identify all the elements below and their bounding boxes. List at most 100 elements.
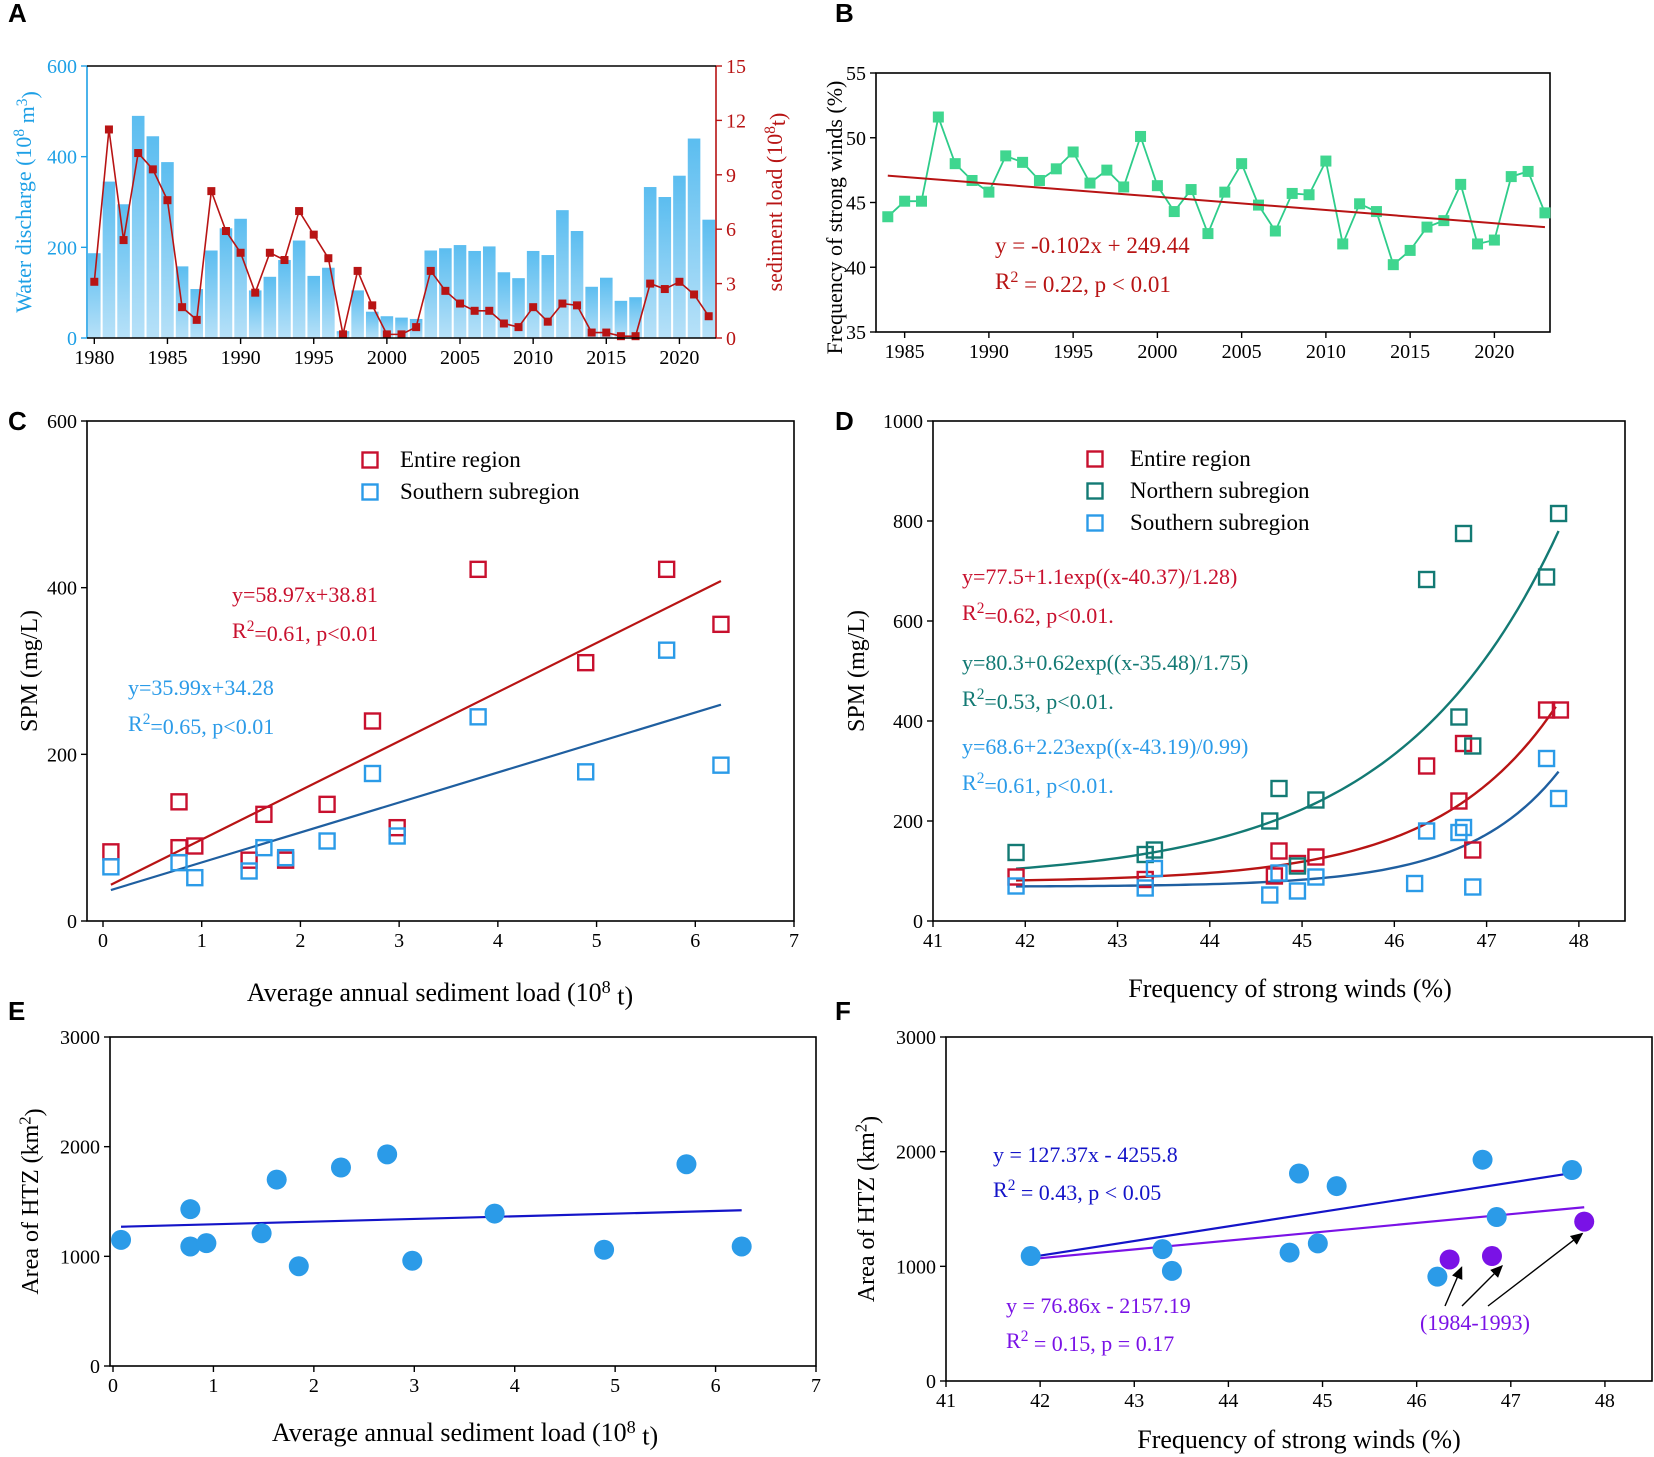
legend-marker bbox=[1086, 514, 1104, 532]
sediment-point bbox=[412, 323, 421, 332]
sediment-point bbox=[704, 312, 713, 321]
legend-marker bbox=[361, 451, 379, 469]
legend-label: Southern subregion bbox=[1130, 510, 1310, 535]
trend-r2-part: = 0.22, p < 0.01 bbox=[1018, 272, 1170, 297]
point-southern bbox=[1288, 882, 1307, 900]
wind-frequency-point bbox=[1472, 238, 1484, 250]
discharge-bar bbox=[453, 245, 467, 338]
equation-southern: y=35.99x+34.28 bbox=[128, 675, 274, 700]
y-axis-title-part: 2 bbox=[851, 1124, 870, 1132]
r2-entire-part: =0.62, p<0.01. bbox=[984, 603, 1113, 628]
y-axis-title-part: 2 bbox=[15, 1116, 34, 1124]
wind-frequency-point bbox=[1354, 198, 1366, 210]
point-southern bbox=[170, 853, 188, 872]
y-tick-label: 0 bbox=[913, 911, 923, 933]
sediment-point bbox=[543, 317, 552, 326]
x-axis-title: Frequency of strong winds (%) bbox=[1137, 1425, 1461, 1454]
htz-point bbox=[1326, 1176, 1347, 1197]
x-tick-label: 0 bbox=[98, 930, 108, 952]
point-southern bbox=[255, 838, 273, 857]
x-tick-label: 44 bbox=[1200, 930, 1220, 952]
r2-purple-part: 2 bbox=[1021, 1328, 1029, 1345]
wind-frequency-point bbox=[1455, 178, 1467, 190]
wind-frequency-point bbox=[1522, 165, 1534, 177]
point-southern bbox=[318, 832, 336, 850]
x-tick-label: 41 bbox=[923, 930, 943, 952]
x-tick-label: 4 bbox=[510, 1375, 520, 1397]
r2-entire-part: 2 bbox=[977, 600, 985, 617]
point-southern bbox=[1464, 878, 1482, 896]
y-axis-title: Area of HTZ (km2) bbox=[851, 1116, 883, 1302]
discharge-bar bbox=[102, 181, 116, 338]
y-tick-label: 0 bbox=[67, 328, 77, 350]
discharge-bar bbox=[307, 275, 321, 338]
x-tick-label: 45 bbox=[1292, 930, 1312, 952]
x-axis-title-part: 8 bbox=[627, 1417, 636, 1437]
sediment-point bbox=[178, 303, 187, 312]
point-northern bbox=[1454, 524, 1473, 543]
point-entire bbox=[712, 615, 730, 634]
htz-point bbox=[1307, 1233, 1328, 1254]
x-tick-label: 1995 bbox=[294, 347, 334, 369]
wind-frequency-point bbox=[1185, 184, 1197, 196]
discharge-bar bbox=[278, 260, 291, 338]
x-axis-title-part: Average annual sediment load (10 bbox=[247, 978, 602, 1007]
point-southern bbox=[577, 763, 595, 781]
panel-letter-c: C bbox=[8, 406, 27, 436]
x-tick-label: 2015 bbox=[1390, 341, 1430, 363]
r2-southern-part: =0.65, p<0.01 bbox=[150, 714, 274, 739]
htz-point bbox=[594, 1239, 615, 1260]
discharge-bar bbox=[322, 267, 335, 338]
wind-frequency-point bbox=[1269, 225, 1281, 237]
x-tick-label: 4 bbox=[493, 930, 503, 952]
y-tick-label: 1000 bbox=[883, 411, 923, 433]
wind-frequency-point bbox=[1033, 174, 1045, 186]
point-entire bbox=[240, 851, 258, 869]
wind-frequency-point bbox=[1151, 180, 1163, 192]
htz-point bbox=[1561, 1160, 1582, 1181]
sediment-point bbox=[514, 323, 523, 332]
y-tick-label: 0 bbox=[926, 1371, 936, 1393]
x-tick-label: 2 bbox=[309, 1375, 319, 1397]
r2-southern: R2=0.61, p<0.01. bbox=[962, 770, 1114, 798]
sediment-point bbox=[104, 125, 113, 134]
y-tick-label: 2000 bbox=[896, 1142, 936, 1164]
htz-point-1984-1993 bbox=[1574, 1211, 1595, 1232]
point-entire bbox=[318, 795, 336, 814]
y-tick-label: 200 bbox=[893, 811, 923, 833]
x-axis-title: Average annual sediment load (108 t) bbox=[247, 977, 633, 1011]
panel-letter-e: E bbox=[8, 996, 25, 1026]
y-tick-label: 400 bbox=[47, 147, 77, 169]
x-tick-label: 43 bbox=[1108, 930, 1128, 952]
r2-entire-part: =0.61, p<0.01 bbox=[254, 621, 378, 646]
x-tick-label: 43 bbox=[1124, 1390, 1144, 1412]
panel-c-spm-vs-sediment: 0 1 2 3 4 5 6 7 0 200 400 600 Entire region Southern … bbox=[8, 406, 799, 1011]
discharge-bar bbox=[424, 250, 438, 338]
x-tick-label: 1995 bbox=[1053, 341, 1093, 363]
wind-frequency-point bbox=[1539, 207, 1551, 219]
r2-southern-part: 2 bbox=[977, 770, 985, 787]
x-tick-label: 2010 bbox=[1306, 341, 1346, 363]
wind-frequency-point bbox=[915, 195, 927, 207]
fit-line-southern bbox=[110, 703, 722, 892]
x-tick-label: 5 bbox=[610, 1375, 620, 1397]
right-axis-title-part: 8 bbox=[762, 126, 779, 134]
panel-letter-b: B bbox=[835, 0, 854, 28]
htz-point bbox=[1427, 1266, 1448, 1287]
wind-frequency-point bbox=[1488, 234, 1500, 246]
sediment-point bbox=[397, 330, 406, 339]
wind-frequency-point bbox=[966, 174, 978, 186]
point-northern bbox=[1136, 845, 1154, 864]
r2-southern-part: R bbox=[128, 711, 143, 736]
sediment-point bbox=[295, 207, 304, 216]
point-entire bbox=[255, 805, 273, 824]
wind-frequency-point bbox=[1101, 164, 1113, 176]
x-tick-label: 44 bbox=[1218, 1390, 1238, 1412]
x-tick-label: 1 bbox=[197, 930, 207, 952]
x-tick-label: 45 bbox=[1313, 1390, 1333, 1412]
point-entire bbox=[1454, 734, 1473, 753]
htz-point bbox=[1279, 1242, 1300, 1263]
discharge-bar bbox=[248, 290, 262, 338]
wind-frequency-point bbox=[1168, 206, 1180, 218]
